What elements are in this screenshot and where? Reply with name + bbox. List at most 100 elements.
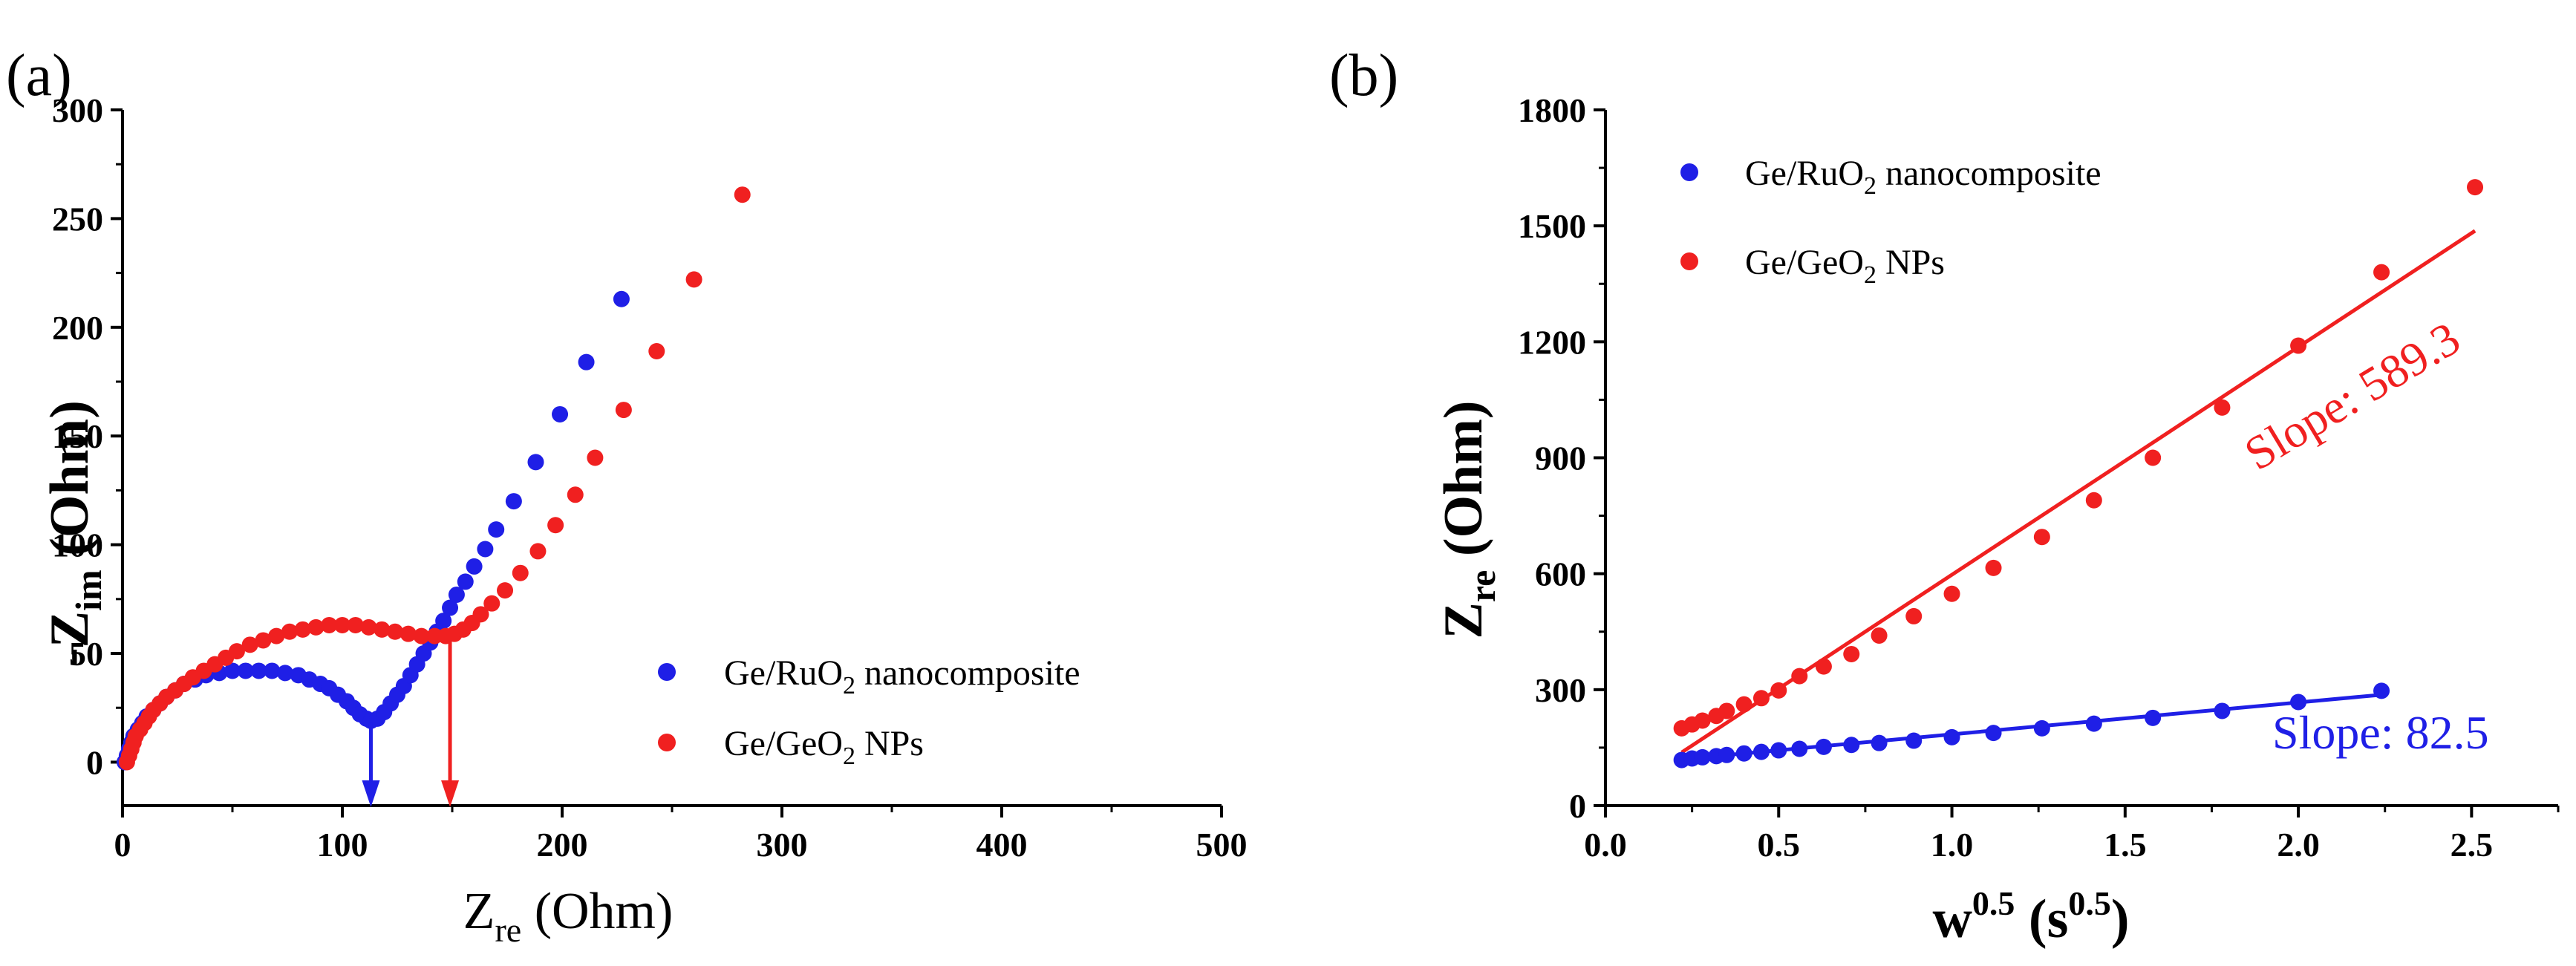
chart-b-point-geo2 [1815,658,1832,675]
chart-b-point-geo2 [1985,559,2002,576]
chart-b-point-geo2 [1791,668,1808,685]
chart-b-points [1673,179,2484,768]
chart-a-point-ruo2 [250,662,267,679]
chart-a-x-tick-label: 200 [537,826,588,864]
chart-a-x-tick-label: 0 [114,826,131,864]
chart-a-point-geo2 [294,621,311,638]
chart-b-point-geo2 [2085,492,2102,509]
chart-a-point-ruo2 [457,573,474,590]
chart-a-y-tick-label: 250 [52,200,103,238]
chart-b-point-geo2 [2373,264,2390,281]
chart-b-point-geo2 [1905,607,1923,624]
chart-b-point-geo2 [2214,399,2231,416]
chart-a-point-geo2 [387,623,404,640]
chart-a-point-geo2 [307,619,325,636]
chart-b-point-geo2 [1752,690,1770,707]
chart-a-y-tick-label: 200 [52,309,103,347]
chart-a-point-geo2 [374,621,391,638]
chart-a-point-ruo2 [224,662,241,679]
chart-b-point-geo2 [2145,449,2162,466]
chart-a-point-ruo2 [466,558,483,575]
chart-a-legend: Ge/RuO2 nanocomposite Ge/GeO2 NPs [658,653,1080,770]
chart-a-point-ruo2 [435,613,452,630]
chart-b-point-geo2 [1843,645,1860,662]
chart-a-arrows [362,631,460,807]
chart-b-point-ruo2 [2145,709,2162,726]
chart-b-point-geo2 [2467,179,2484,196]
chart-a-y-tick-label: 100 [52,526,103,564]
slope-annotation-ruo2: Slope: 82.5 [2272,706,2489,759]
chart-a-legend-marker-geo2 [658,734,676,751]
chart-b-x-ticks: 0.0 0.5 1.0 1.5 2.0 2.5 [1584,806,2560,864]
chart-a-point-geo2 [529,543,547,560]
chart-b-x-label: w0.5 (s0.5) [1932,884,2129,950]
chart-b: (b) 0 300 600 900 1200 1500 1800 0.0 0.5 1.0 1.5 2… [1329,43,2560,950]
chart-b-point-geo2 [1871,627,1888,644]
chart-a-point-geo2 [268,627,285,644]
chart-a-point-geo2 [321,616,338,633]
chart-b-y-ticks: 0 300 600 900 1200 1500 1800 [1518,91,1605,825]
chart-a-point-geo2 [255,632,272,649]
chart-a-x-tick-label: 500 [1196,826,1248,864]
chart-a-point-ruo2 [237,662,254,679]
chart-b-point-ruo2 [1905,732,1923,749]
chart-a-point-ruo2 [505,493,522,510]
chart-b-y-label: Zre (Ohm) [1433,401,1503,639]
chart-b-x-tick-label: 1.5 [2104,826,2147,864]
chart-a-y-tick-label: 300 [52,91,103,129]
chart-a-y-ticks: 0 50 100 150 200 250 300 [52,91,123,781]
chart-b-point-ruo2 [1694,748,1711,766]
chart-a-x-ticks: 0 100 200 300 400 500 [114,806,1248,864]
chart-b-point-geo2 [2290,337,2307,354]
chart-b-point-geo2 [1735,696,1752,713]
chart-a-x-tick-label: 400 [976,826,1028,864]
chart-a-point-geo2 [472,606,489,623]
chart-b-legend-marker-ruo2 [1680,163,1698,181]
arrow-head-geo2 [441,780,460,807]
chart-a-y-label: -Zim (Ohm) [39,400,109,666]
chart-b-point-ruo2 [1770,742,1787,759]
chart-b-x-tick-label: 1.0 [1931,826,1974,864]
chart-b-point-geo2 [1943,585,1960,602]
chart-b-x-tick-label: 2.0 [2277,826,2320,864]
chart-b-point-ruo2 [1815,738,1832,755]
chart-b-point-ruo2 [2373,682,2390,699]
arrow-head-ruo2 [362,780,380,807]
chart-a-legend-ruo2: Ge/RuO2 nanocomposite [724,653,1080,699]
chart-b-y-tick-label: 600 [1535,555,1586,593]
chart-a-point-geo2 [228,643,245,660]
chart-b-point-ruo2 [1718,746,1735,763]
chart-a-point-ruo2 [442,599,459,616]
chart-b-y-tick-label: 1200 [1518,323,1586,361]
chart-b-x-tick-label: 0.0 [1584,826,1627,864]
chart-b-point-ruo2 [1985,725,2002,742]
chart-b-point-geo2 [1694,712,1711,729]
chart-b-point-geo2 [1718,702,1735,719]
chart-b-y-tick-label: 300 [1535,671,1586,709]
chart-a-point-geo2 [615,402,632,419]
chart-b-point-geo2 [1770,682,1787,699]
chart-b-point-ruo2 [1871,734,1888,751]
panel-label-b: (b) [1329,43,1398,108]
chart-a-point-geo2 [360,619,377,636]
chart-a-y-tick-label: 50 [69,635,103,673]
chart-a-point-ruo2 [477,541,494,558]
chart-a-x-label: Zre (Ohm) [463,883,674,949]
chart-b-point-ruo2 [1735,745,1752,762]
chart-a-point-geo2 [413,627,430,644]
chart-b-y-tick-label: 900 [1535,440,1586,477]
chart-a-y-tick-label: 150 [52,417,103,455]
chart-b-x-tick-label: 0.5 [1758,826,1801,864]
chart-a-point-geo2 [547,517,564,534]
chart-b-y-tick-label: 1800 [1518,91,1586,129]
chart-a-point-geo2 [685,271,702,288]
chart-a-point-ruo2 [264,662,281,679]
chart-a-legend-geo2: Ge/GeO2 NPs [724,724,924,770]
chart-a-point-ruo2 [448,586,465,603]
chart-a-x-tick-label: 100 [317,826,368,864]
chart-a-point-geo2 [334,616,350,633]
chart-a-point-geo2 [567,486,584,503]
chart-b-point-ruo2 [2214,702,2231,719]
chart-b-point-geo2 [2033,529,2050,546]
